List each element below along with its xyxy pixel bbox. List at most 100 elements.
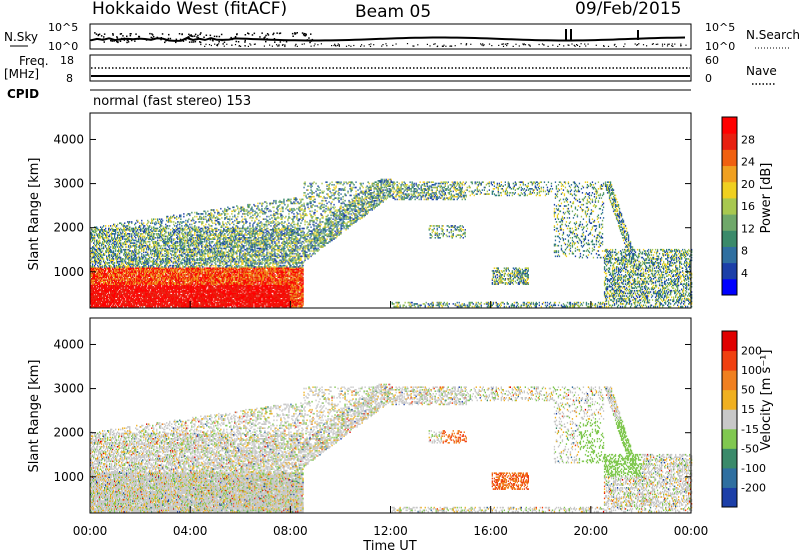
nsearch-dot — [295, 44, 296, 45]
nsky-dot — [219, 36, 221, 38]
nsky-dot — [153, 36, 155, 38]
nsky-dot — [307, 39, 309, 41]
nsearch-dot — [542, 43, 543, 44]
nsky-dot — [117, 42, 119, 44]
nsky-dot — [113, 40, 115, 42]
nsearch-dot — [585, 45, 586, 46]
nsky-dot — [195, 41, 197, 43]
nsky-dot — [130, 33, 132, 35]
nsearch-dot — [339, 44, 340, 45]
nsearch-dot — [445, 46, 446, 47]
nsearch-dot — [581, 43, 582, 44]
nsearch-dot — [369, 44, 370, 45]
nsearch-dot — [245, 45, 246, 46]
nsky-dot — [103, 38, 105, 40]
nsearch-dot — [524, 43, 525, 44]
nsky-dot — [311, 40, 313, 42]
nsky-dot — [110, 40, 112, 42]
nsky-dot — [146, 39, 148, 41]
power-cell — [102, 265, 103, 267]
nsearch-dot — [314, 45, 315, 46]
nsky-dot — [165, 40, 167, 42]
nsearch-dot — [667, 45, 668, 46]
nsky-dot — [244, 41, 246, 43]
nsearch-dot — [200, 44, 201, 45]
nsky-dot — [131, 40, 133, 42]
nsky-dot — [152, 34, 154, 36]
nsky-dot — [196, 36, 198, 38]
nsearch-dot — [491, 45, 492, 46]
nsky-dot — [209, 38, 211, 40]
nsky-dot — [224, 42, 226, 44]
nsearch-dot — [656, 44, 657, 45]
nsky-dot — [101, 35, 103, 37]
nsearch-dot — [239, 46, 240, 47]
nsky-dot — [191, 41, 193, 43]
nsky-dot — [103, 36, 105, 38]
nave-tick-bottom: 0 — [705, 72, 712, 85]
nsky-dot — [183, 40, 185, 42]
nsky-dot — [161, 37, 163, 39]
nsky-dot — [197, 35, 199, 37]
nsearch-dot — [278, 44, 279, 45]
power-cell — [100, 237, 101, 239]
nsearch-dot — [361, 44, 362, 45]
nsky-dot — [203, 37, 205, 39]
nsearch-dot — [386, 45, 387, 46]
nsearch-dot — [519, 45, 520, 46]
nsky-dot — [204, 39, 206, 41]
nsearch-dot — [442, 46, 443, 47]
nsky-dot — [184, 39, 186, 41]
nsearch-dot — [489, 44, 490, 45]
nsky-dot — [134, 40, 136, 42]
nsky-dot — [274, 38, 276, 40]
nsearch-dot — [557, 46, 558, 47]
nsearch-dot — [624, 43, 625, 44]
nsearch-dot — [433, 44, 434, 45]
nsearch-dot — [643, 44, 644, 45]
nsky-spike — [637, 30, 639, 40]
nsearch-dot — [370, 43, 371, 44]
nsky-dot — [185, 39, 187, 41]
nsearch-dot — [579, 46, 580, 47]
nsky-dot — [162, 33, 164, 35]
nsearch-dot — [314, 43, 315, 44]
nsearch-dot — [608, 46, 609, 47]
power-cell — [92, 263, 93, 265]
nsearch-dot — [657, 44, 658, 45]
nsky-dot — [104, 33, 106, 35]
nsearch-dot — [209, 44, 210, 45]
nsky-dot — [235, 36, 237, 38]
nsearch-dot — [381, 46, 382, 47]
nsearch-dot — [250, 44, 251, 45]
power-cell — [99, 240, 100, 242]
nsky-dot — [214, 36, 216, 38]
nsky-dot — [121, 33, 123, 35]
nsearch-dot — [502, 44, 503, 45]
nsearch-dot — [240, 46, 241, 47]
nsearch-dot — [282, 45, 283, 46]
power-cell — [101, 261, 102, 263]
nsearch-dot — [382, 44, 383, 45]
nsearch-dot — [235, 44, 236, 45]
nsearch-dot — [455, 45, 456, 46]
nsky-dot — [195, 34, 197, 36]
nsky-dot — [265, 35, 267, 37]
nsky-dot — [190, 34, 192, 36]
nsky-dot — [168, 38, 170, 40]
nsky-dot — [236, 34, 238, 36]
nsearch-dot — [333, 45, 334, 46]
nsearch-dot — [373, 44, 374, 45]
nsearch-dot — [588, 44, 589, 45]
nsky-dot — [295, 33, 297, 35]
nsky-dot — [286, 41, 288, 43]
nsky-dot — [261, 32, 263, 34]
nsearch-dot — [503, 46, 504, 47]
nsky-dot — [126, 36, 128, 38]
nsearch-dot — [498, 45, 499, 46]
nsky-spike — [565, 29, 567, 40]
nsearch-dot — [667, 44, 668, 45]
nsearch-dot — [339, 46, 340, 47]
nsky-dot — [98, 35, 100, 37]
nsky-dot — [274, 41, 276, 43]
